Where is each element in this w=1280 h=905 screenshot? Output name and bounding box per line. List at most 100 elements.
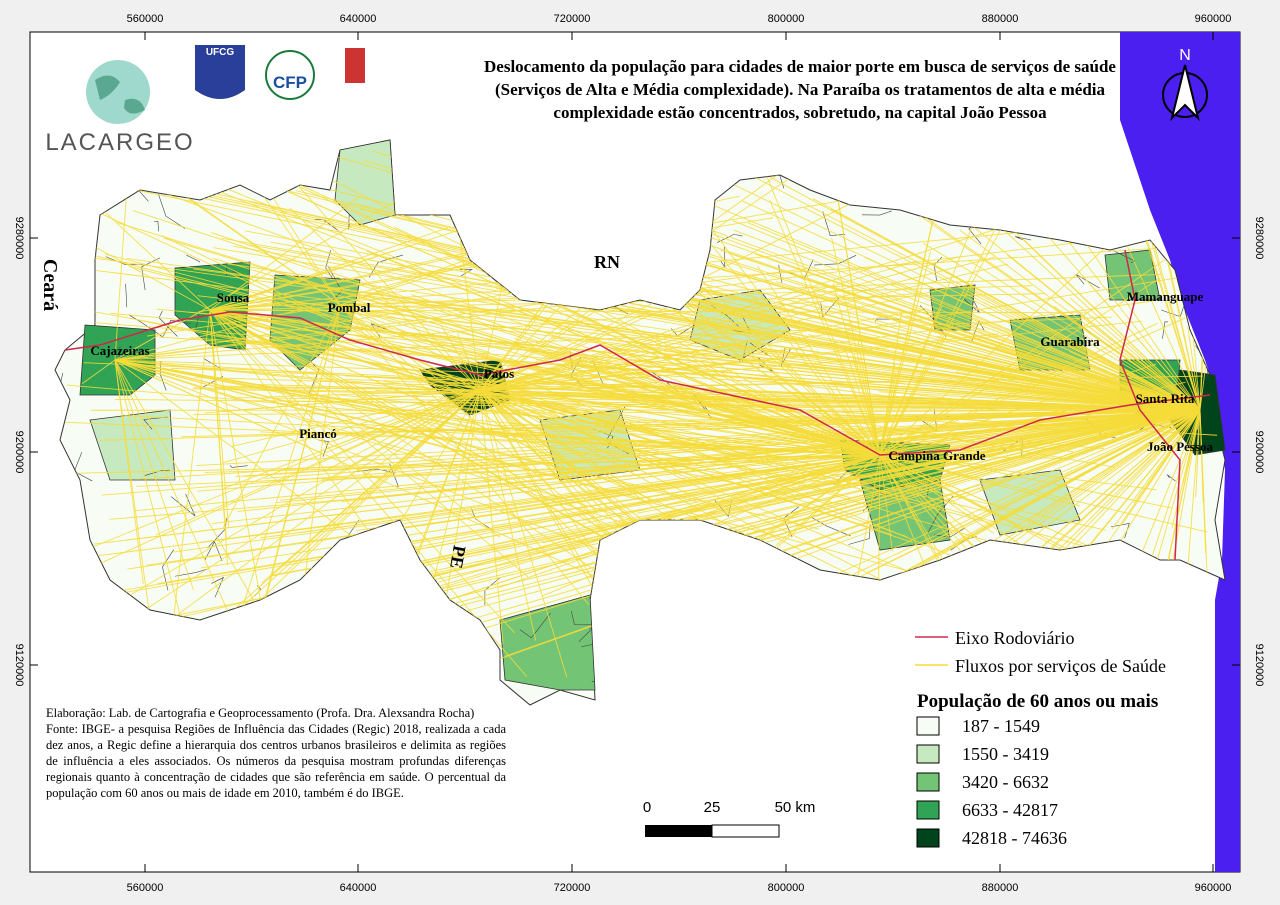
flow-line bbox=[209, 309, 914, 543]
flow-line bbox=[156, 308, 1201, 411]
y-coord-label: 9120000 bbox=[1253, 644, 1265, 687]
flow-line bbox=[93, 409, 1201, 545]
flow-line bbox=[114, 359, 665, 537]
flow-line bbox=[209, 301, 284, 311]
flow-line bbox=[879, 418, 956, 456]
flow-line bbox=[804, 207, 1201, 411]
flow-line bbox=[479, 389, 1218, 436]
flow-line bbox=[879, 454, 1157, 491]
city-label: Guarabira bbox=[1040, 334, 1100, 349]
scale-label: 0 bbox=[643, 799, 651, 816]
flow-line bbox=[339, 304, 543, 312]
flow-line bbox=[211, 232, 881, 456]
logo-text: LACARGEO bbox=[45, 129, 194, 156]
municipal-border bbox=[128, 314, 164, 338]
flow-line bbox=[81, 359, 116, 384]
flow-line bbox=[114, 359, 144, 585]
flow-line bbox=[209, 309, 483, 403]
flow-line bbox=[568, 437, 881, 456]
highway bbox=[1119, 249, 1181, 561]
legend-swatch bbox=[916, 772, 940, 792]
municipal-border bbox=[1162, 321, 1169, 339]
flow-line bbox=[339, 273, 1161, 306]
flow-line bbox=[339, 304, 1007, 488]
flow-line bbox=[1053, 305, 1201, 411]
flow-line bbox=[479, 320, 1143, 391]
flow-line bbox=[993, 220, 1201, 411]
flow-line bbox=[479, 389, 504, 645]
flow-line bbox=[339, 304, 590, 606]
flow-line bbox=[431, 454, 881, 585]
flow-line bbox=[209, 196, 361, 311]
flow-line bbox=[889, 194, 1201, 411]
scale-bar bbox=[645, 825, 712, 837]
flow-line bbox=[137, 319, 481, 391]
x-coord-label: 560000 bbox=[127, 882, 164, 894]
municipal-border bbox=[153, 221, 159, 232]
city-label: Piancó bbox=[299, 426, 337, 441]
flow-line bbox=[209, 309, 1115, 468]
flow-line bbox=[733, 229, 1201, 411]
logos: LACARGEO UFCG CFP bbox=[45, 45, 365, 156]
flow-line bbox=[831, 237, 881, 456]
flow-line bbox=[479, 310, 652, 391]
flow-line bbox=[1133, 409, 1201, 504]
municipal-border bbox=[318, 439, 329, 457]
scale-label: 25 bbox=[704, 799, 721, 816]
flow-line bbox=[116, 222, 881, 456]
flow-line bbox=[72, 389, 481, 577]
map-title: Deslocamento da população para cidades d… bbox=[484, 57, 1116, 122]
flow-line bbox=[479, 389, 1106, 531]
flow-line bbox=[879, 454, 984, 568]
flow-line bbox=[812, 198, 1201, 411]
flow-line bbox=[1015, 409, 1201, 571]
flows bbox=[60, 150, 1219, 691]
flow-line bbox=[565, 454, 881, 464]
x-coord-label: 880000 bbox=[982, 13, 1019, 25]
flow-line bbox=[479, 389, 1074, 452]
flow-line bbox=[114, 359, 842, 486]
flow-line bbox=[479, 389, 1041, 406]
flow-line bbox=[879, 251, 931, 456]
flow-line bbox=[235, 167, 881, 456]
flow-line bbox=[114, 359, 650, 379]
flow-line bbox=[243, 158, 881, 456]
municipal-border bbox=[570, 610, 595, 626]
municipal-border bbox=[1110, 523, 1130, 539]
municipal-border bbox=[1015, 236, 1032, 241]
scale-bar bbox=[711, 824, 780, 838]
legend-class-label: 1550 - 3419 bbox=[962, 744, 1049, 764]
flow-line bbox=[479, 389, 908, 604]
x-coord-label: 800000 bbox=[768, 13, 805, 25]
municipal-border bbox=[717, 233, 743, 243]
municipal-border bbox=[848, 524, 871, 545]
x-coord-label: 800000 bbox=[768, 882, 805, 894]
flow-line bbox=[114, 359, 755, 481]
flow-line bbox=[479, 389, 772, 465]
y-coord-label: 9200000 bbox=[1253, 431, 1265, 474]
city-label: João Pessoa bbox=[1147, 439, 1214, 454]
flow-line bbox=[879, 363, 1157, 456]
credit-line: Fonte: IBGE- a pesquisa Regiões de Influ… bbox=[46, 722, 506, 800]
municipal-border bbox=[125, 283, 128, 308]
flow-line bbox=[843, 344, 881, 456]
flow-line bbox=[479, 256, 995, 391]
legend-title: População de 60 anos ou mais bbox=[917, 691, 1158, 712]
flow-line bbox=[546, 317, 1201, 411]
flow-line bbox=[1148, 409, 1201, 588]
x-coord-label: 640000 bbox=[340, 882, 377, 894]
legend-class-label: 187 - 1549 bbox=[962, 716, 1040, 736]
flow-line bbox=[161, 235, 481, 391]
x-coord-label: 720000 bbox=[554, 882, 591, 894]
municipal-border bbox=[822, 211, 846, 236]
flow-line bbox=[1195, 409, 1201, 498]
state-label: RN bbox=[594, 252, 620, 272]
flow-line bbox=[222, 389, 481, 464]
flow-line bbox=[479, 389, 660, 435]
flow-line bbox=[114, 192, 410, 361]
municipal-border bbox=[144, 469, 170, 476]
flow-line bbox=[707, 334, 1201, 411]
flow-line bbox=[525, 454, 881, 476]
flow-line bbox=[132, 210, 881, 456]
municipal-border bbox=[158, 194, 186, 229]
